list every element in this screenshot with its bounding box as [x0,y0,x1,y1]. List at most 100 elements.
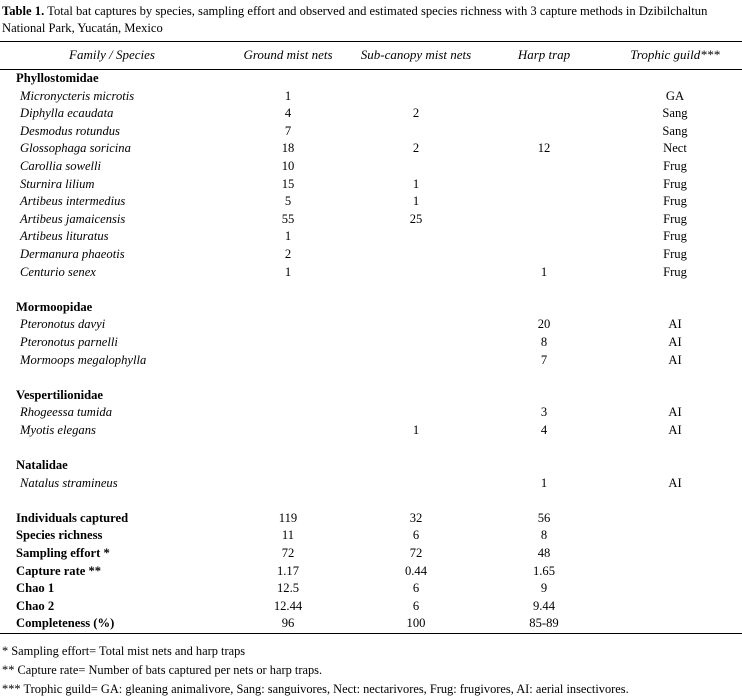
trophic-guild-cell: Frug [663,194,687,209]
table-row: Artibeus intermedius 5 1 Frug [0,193,742,211]
family-name-cell: Mormoopidae [16,299,93,314]
species-name-cell: Carollia sowelli [20,158,102,173]
harp-trap-cell [480,123,608,141]
harp-trap-cell: 1.65 [532,563,556,578]
trophic-guild-cell [608,299,742,317]
harp-trap-cell [480,158,608,176]
table-row: Dermanura phaeotis 2 Frug [0,246,742,264]
harp-trap-cell [480,88,608,106]
species-name-cell: Desmodus rotundus [20,123,120,138]
sub-canopy-mist-nets-cell: 6 [412,598,420,613]
trophic-guild-cell [608,510,742,528]
table-row: Desmodus rotundus 7 Sang [0,123,742,141]
trophic-guild-cell [608,457,742,475]
trophic-guild-cell [608,545,742,563]
ground-mist-nets-cell: 10 [281,158,295,173]
stat-label-cell: Species richness [16,528,103,543]
ground-mist-nets-cell: 18 [281,141,295,156]
harp-trap-cell: 8 [540,334,548,349]
trophic-guild-cell: Sang [662,123,688,138]
sub-canopy-mist-nets-cell: 72 [409,546,423,561]
table-row: Artibeus jamaicensis 55 25 Frug [0,211,742,229]
ground-mist-nets-cell: 12.5 [276,581,300,596]
ground-mist-nets-cell: 15 [281,176,295,191]
sub-canopy-mist-nets-cell: 32 [409,510,423,525]
table-row: Vespertilionidae [0,387,742,405]
harp-trap-cell: 12 [537,141,551,156]
harp-trap-cell [480,228,608,246]
harp-trap-cell: 8 [540,528,548,543]
spacer-cell [0,369,742,387]
harp-trap-cell [480,457,608,475]
sub-canopy-mist-nets-cell [352,387,480,405]
caption-text: Total bat captures by species, sampling … [2,4,708,35]
ground-mist-nets-cell: 7 [284,123,292,138]
trophic-guild-cell: AI [668,334,682,349]
ground-mist-nets-cell [224,334,352,352]
family-name-cell: Phyllostomidae [16,71,99,85]
species-name-cell: Dermanura phaeotis [20,246,125,261]
table-header: Family / Species Ground mist nets Sub-ca… [0,41,742,70]
sub-canopy-mist-nets-cell [352,334,480,352]
table-row: Chao 2 12.44 6 9.44 [0,598,742,616]
trophic-guild-cell: AI [668,475,682,490]
table-row: Capture rate ** 1.17 0.44 1.65 [0,563,742,581]
stat-label-cell: Individuals captured [16,510,129,525]
species-name-cell: Artibeus lituratus [20,229,109,244]
harp-trap-cell [480,211,608,229]
spacer-cell [0,492,742,510]
harp-trap-cell: 4 [540,422,548,437]
table-row: Rhogeessa tumida 3 AI [0,404,742,422]
table-caption: Table 1. Total bat captures by species, … [0,0,742,37]
table-row: Completeness (%) 96 100 85-89 [0,615,742,635]
sub-canopy-mist-nets-cell: 1 [412,422,420,437]
species-name-cell: Artibeus jamaicensis [20,211,126,226]
table-row: Pteronotus davyi 20 AI [0,316,742,334]
stat-label-cell: Completeness (%) [0,615,224,635]
spacer-cell [0,281,742,299]
sub-canopy-mist-nets-cell [352,404,480,422]
trophic-guild-cell: AI [668,317,682,332]
trophic-guild-cell: Frug [663,158,687,173]
trophic-guild-cell: GA [665,88,685,103]
table-row: Micronycteris microtis 1 GA [0,88,742,106]
sub-canopy-mist-nets-cell: 6 [412,528,420,543]
ground-mist-nets-cell: 5 [284,194,292,209]
harp-trap-cell [480,70,608,88]
table-row: Myotis elegans 1 4 AI [0,422,742,440]
ground-mist-nets-cell [224,457,352,475]
table-row: Sampling effort * 72 72 48 [0,545,742,563]
ground-mist-nets-cell [224,387,352,405]
species-name-cell: Artibeus intermedius [20,194,126,209]
table-row: Carollia sowelli 10 Frug [0,158,742,176]
column-header-family-species: Family / Species [69,47,155,62]
species-name-cell: Glossophaga soricina [20,141,131,156]
caption-label: Table 1. [2,4,45,18]
trophic-guild-cell [608,70,742,88]
sub-canopy-mist-nets-cell: 0.44 [404,563,428,578]
table-spacer-row [0,369,742,387]
species-name-cell: Diphylla ecaudata [20,106,114,121]
family-name-cell: Vespertilionidae [16,387,103,402]
species-name-cell: Micronycteris microtis [20,88,135,103]
ground-mist-nets-cell: 2 [284,246,292,261]
harp-trap-cell: 85-89 [480,615,608,635]
sub-canopy-mist-nets-cell [352,475,480,493]
harp-trap-cell [480,176,608,194]
table-row: Sturnira lilium 15 1 Frug [0,176,742,194]
trophic-guild-cell: Frug [663,264,687,279]
table-footnotes: * Sampling effort= Total mist nets and h… [0,634,742,699]
trophic-guild-cell [608,527,742,545]
harp-trap-cell: 9.44 [532,598,556,613]
trophic-guild-cell: AI [668,422,682,437]
footnote-capture-rate: ** Capture rate= Number of bats captured… [2,663,323,677]
bat-capture-table: Family / Species Ground mist nets Sub-ca… [0,41,742,635]
species-name-cell: Centurio senex [20,264,96,279]
trophic-guild-cell [608,580,742,598]
ground-mist-nets-cell [224,422,352,440]
ground-mist-nets-cell: 55 [281,211,295,226]
sub-canopy-mist-nets-cell [352,264,480,282]
trophic-guild-cell [608,563,742,581]
sub-canopy-mist-nets-cell [352,123,480,141]
